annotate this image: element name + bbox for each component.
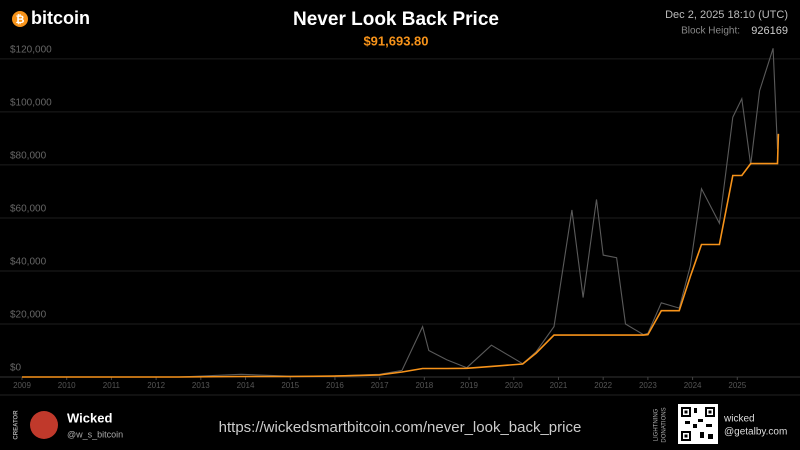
x-tick-label: 2011 [103, 381, 121, 390]
x-tick-label: 2018 [415, 381, 433, 390]
url[interactable]: https://wickedsmartbitcoin.com/never_loo… [219, 419, 582, 436]
x-tick-label: 2012 [147, 381, 165, 390]
x-tick-label: 2016 [326, 381, 344, 390]
block-height: 926169 [751, 25, 788, 37]
y-tick-label: $120,000 [10, 45, 52, 56]
donation-name: wicked [723, 414, 755, 425]
x-tick-label: 2013 [192, 381, 210, 390]
x-tick-label: 2019 [460, 381, 478, 390]
x-tick-label: 2017 [371, 381, 389, 390]
y-tick-label: $100,000 [10, 98, 52, 109]
y-tick-label: $0 [10, 363, 22, 374]
creator-name: Wicked [67, 410, 112, 425]
brand: bitcoin [31, 8, 90, 28]
y-tick-label: $60,000 [10, 204, 47, 215]
y-tick-label: $40,000 [10, 257, 47, 268]
y-tick-label: $80,000 [10, 151, 47, 162]
creator-handle: @w_s_bitcoin [67, 429, 123, 439]
plot: $0 $20,000 $40,000 $60,000 $80,000 $100,000 $1… [0, 45, 800, 390]
bitcoin-icon [12, 11, 28, 27]
creator-avatar [30, 411, 58, 439]
block-label: Block Height: [681, 26, 740, 37]
x-tick-label: 2010 [58, 381, 76, 390]
x-tick-label: 2022 [594, 381, 612, 390]
x-tick-label: 2020 [505, 381, 523, 390]
x-tick-label: 2023 [639, 381, 657, 390]
x-tick-label: 2015 [281, 381, 299, 390]
current-price: $91,693.80 [363, 33, 428, 48]
x-tick-label: 2021 [550, 381, 568, 390]
creator-label: CREATOR [14, 410, 20, 440]
x-tick-label: 2025 [728, 381, 746, 390]
x-tick-label: 2014 [237, 381, 255, 390]
chart-title: Never Look Back Price [293, 9, 499, 30]
qr-code[interactable] [678, 404, 718, 444]
donation-host: @getalby.com [724, 427, 787, 438]
date: Dec 2, 2025 18:10 (UTC) [665, 9, 788, 21]
donation-label-1: LIGHTNING [654, 408, 660, 441]
x-tick-label: 2009 [13, 381, 31, 390]
x-tick-label: 2024 [684, 381, 702, 390]
y-tick-label: $20,000 [10, 310, 47, 321]
series-line [22, 133, 780, 378]
bitcoin-symbol: ₿ [16, 14, 25, 26]
donation-label-2: DONATIONS [662, 407, 668, 442]
